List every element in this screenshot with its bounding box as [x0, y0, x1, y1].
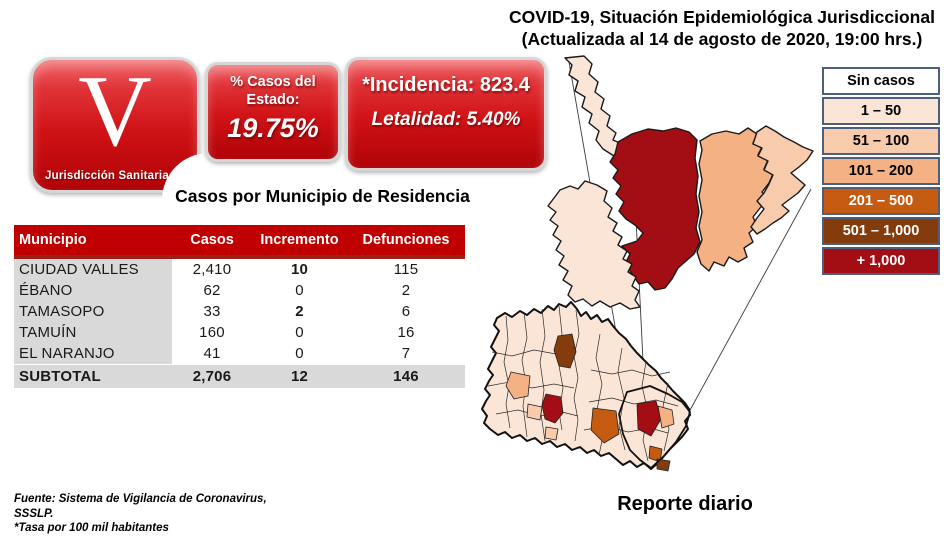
legend-label: 101 – 200 [848, 163, 914, 179]
legend-item-101-200: 101 – 200 [822, 157, 940, 185]
legend-label: + 1,000 [856, 253, 906, 269]
source-note-line2: SSSLP. [14, 507, 54, 520]
legend-label: 501 – 1,000 [842, 223, 920, 239]
source-note-line1: Fuente: Sistema de Vigilancia de Coronav… [14, 493, 267, 505]
page-title-line2: (Actualizada al 14 de agosto de 2020, 19… [521, 29, 923, 49]
legend-item-501-1000: 501 – 1,000 [822, 217, 940, 245]
state-map [481, 301, 691, 472]
state-patch-red-east [636, 400, 662, 437]
table-header-row: Municipio Casos Incremento Defunciones [14, 225, 465, 259]
state-patch-red-capital [541, 393, 564, 424]
cell-municipio: TAMASOPO [14, 301, 172, 322]
cell-defunciones: 16 [397, 324, 415, 341]
cell-casos: 2,706 [192, 368, 232, 385]
legend-item-1-50: 1 – 50 [822, 97, 940, 125]
table-row: TAMASOPO 33 2 6 [14, 301, 465, 322]
col-header-municipio: Municipio [19, 232, 87, 248]
legend-label: Sin casos [847, 73, 915, 89]
cell-casos: 2,410 [192, 261, 232, 278]
cell-casos: 33 [203, 303, 221, 320]
state-patch-brown-south [656, 458, 671, 472]
jurisdiction-boundary [618, 385, 691, 469]
table-row: TAMUÍN 160 0 16 [14, 322, 465, 343]
table-title: Casos por Municipio de Residencia [175, 186, 470, 206]
jurisdiction-label: Jurisdicción Sanitaria [45, 170, 169, 182]
zoom-connector-line [688, 188, 812, 413]
letalidad-value: Letalidad: 5.40% [371, 109, 521, 130]
cell-municipio: ÉBANO [14, 280, 172, 301]
incidencia-value: *Incidencia: 823.4 [362, 74, 530, 96]
cell-defunciones: 2 [401, 282, 411, 299]
legend-item-sin-casos: Sin casos [822, 67, 940, 95]
jurisdiction-badge: V Jurisdicción Sanitaria [30, 55, 200, 193]
col-header-incremento: Incremento [260, 232, 339, 248]
pct-casos-label-line2: Estado: [246, 92, 300, 108]
map-region-tamasopo [547, 180, 641, 310]
legend-label: 51 – 100 [852, 133, 910, 149]
cell-incremento: 12 [290, 368, 309, 385]
table-row: CIUDAD VALLES 2,410 10 115 [14, 259, 465, 280]
cell-municipio: CIUDAD VALLES [14, 259, 172, 280]
cell-incremento: 10 [290, 261, 309, 278]
cell-incremento: 0 [295, 324, 304, 341]
cell-municipio: TAMUÍN [14, 322, 172, 343]
cell-incremento: 2 [295, 303, 304, 320]
table-row: EL NARANJO 41 0 7 [14, 343, 465, 364]
cell-municipio: SUBTOTAL [14, 366, 172, 387]
source-note-line3: *Tasa por 100 mil habitantes [14, 522, 169, 534]
pct-casos-value: 19.75% [227, 113, 319, 143]
legend-item-201-500: 201 – 500 [822, 187, 940, 215]
cell-casos: 41 [203, 345, 221, 362]
cell-defunciones: 146 [393, 368, 419, 385]
state-patch-peach-1 [526, 403, 543, 421]
pct-casos-card: % Casos del Estado: 19.75% [205, 62, 341, 162]
state-patch-salmon-west [505, 371, 531, 400]
cell-incremento: 0 [295, 345, 304, 362]
cases-table: Municipio Casos Incremento Defunciones C… [14, 225, 465, 388]
incidencia-card: *Incidencia: 823.4 Letalidad: 5.40% [345, 57, 547, 171]
page-title: COVID-19, Situación Epidemiológica Juris… [500, 6, 944, 50]
cell-defunciones: 7 [401, 345, 411, 362]
cell-defunciones: 6 [401, 303, 411, 320]
page-title-line1: COVID-19, Situación Epidemiológica Juris… [509, 7, 935, 27]
pct-casos-label-line1: % Casos del [230, 74, 316, 90]
map-region-ciudad-valles [609, 127, 701, 291]
jurisdiction-letter: V [78, 55, 152, 168]
choropleth-map [481, 55, 814, 472]
col-header-defunciones: Defunciones [362, 232, 450, 248]
state-patch-peach-2 [544, 426, 559, 441]
jurisdiction-enlarged-map [547, 55, 814, 310]
map-region-ebano [750, 125, 814, 235]
source-note: Fuente: Sistema de Vigilancia de Coronav… [14, 492, 267, 536]
legend-item-51-100: 51 – 100 [822, 127, 940, 155]
legend-label: 201 – 500 [848, 193, 914, 209]
state-patch-salmon-east [657, 405, 675, 429]
legend-item-1000-plus: + 1,000 [822, 247, 940, 275]
state-patch-brown-north [553, 333, 577, 369]
state-patch-orange-center [590, 407, 620, 444]
cell-defunciones: 115 [393, 261, 419, 278]
state-colored-patches [505, 333, 675, 472]
cell-municipio: EL NARANJO [14, 343, 172, 364]
table-subtotal-row: SUBTOTAL 2,706 12 146 [14, 365, 465, 388]
col-header-casos: Casos [190, 232, 234, 248]
cell-casos: 160 [199, 324, 225, 341]
table-row: ÉBANO 62 0 2 [14, 280, 465, 301]
cell-incremento: 0 [295, 282, 304, 299]
legend-label: 1 – 50 [860, 103, 902, 119]
cell-casos: 62 [203, 282, 221, 299]
report-type-label: Reporte diario [617, 493, 753, 515]
